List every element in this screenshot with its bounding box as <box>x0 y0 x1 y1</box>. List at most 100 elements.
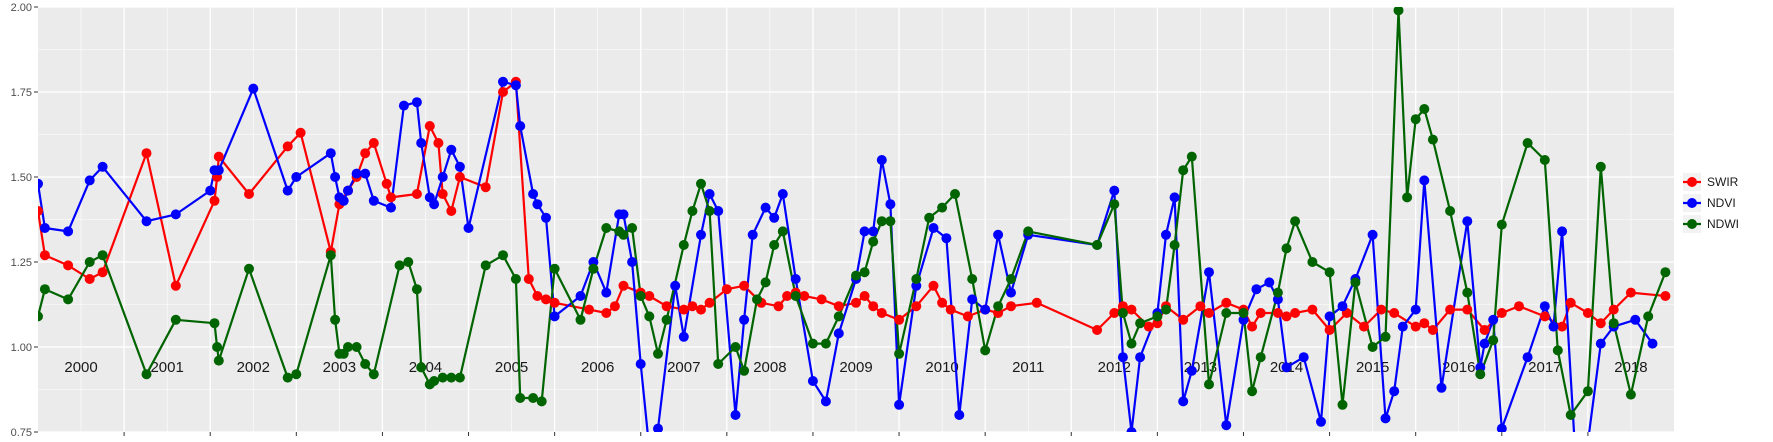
ndvi-point <box>1264 277 1275 288</box>
ndwi-point <box>1221 308 1232 318</box>
ndvi-point <box>1389 386 1400 397</box>
ndvi-point <box>141 216 152 227</box>
swir-point <box>1178 314 1189 325</box>
ndvi-point <box>1006 287 1016 298</box>
ndwi-point <box>760 277 771 288</box>
ndvi-point <box>1647 338 1658 349</box>
ndvi-point <box>967 294 978 305</box>
ndvi-point <box>833 328 844 339</box>
ndwi-point <box>627 223 638 233</box>
swir-point <box>282 141 293 152</box>
ndvi-point <box>747 229 758 240</box>
swir-point <box>1290 308 1301 318</box>
ndwi-point <box>454 372 465 383</box>
ndvi-point <box>928 223 939 233</box>
ndwi-point <box>1565 410 1576 420</box>
year-label: 2002 <box>237 359 270 376</box>
swir-point <box>1281 311 1292 322</box>
ndvi-point <box>941 233 952 244</box>
ndvi-point <box>678 331 689 342</box>
swir-point <box>1143 321 1154 332</box>
ndvi-point <box>1367 229 1378 240</box>
ndwi-point <box>1169 240 1180 250</box>
ndvi-point <box>282 185 293 196</box>
swir-point <box>532 291 543 301</box>
ndvi-point <box>1281 362 1292 373</box>
ndvi-point <box>954 410 965 420</box>
swir-point <box>209 195 220 206</box>
ndvi-point <box>429 199 440 210</box>
swir-point <box>1427 325 1438 335</box>
ndwi-point <box>1204 379 1214 390</box>
ndvi-point <box>1135 352 1146 363</box>
ndwi-point <box>536 396 547 407</box>
swir-point <box>549 297 560 308</box>
swir-point <box>1204 308 1214 318</box>
ndwi-point <box>885 216 896 227</box>
ndwi-point <box>325 250 336 261</box>
ndvi-point <box>97 161 108 172</box>
ndvi-point <box>1419 175 1430 186</box>
year-label: 2008 <box>753 359 786 376</box>
swir-point <box>1389 308 1400 318</box>
ndwi-point <box>1272 287 1283 298</box>
ndvi-point <box>993 229 1004 240</box>
year-label: 2015 <box>1356 359 1389 376</box>
ndvi-point <box>1539 301 1550 312</box>
swir-point <box>644 291 655 301</box>
ndvi-point <box>1522 352 1533 363</box>
ndvi-point <box>1548 321 1559 332</box>
ndvi-point <box>498 76 508 87</box>
y-tick-label: 2.00 <box>11 2 32 14</box>
ndwi-point <box>549 263 560 274</box>
ndwi-point <box>1350 277 1361 288</box>
ndwi-point <box>575 314 586 325</box>
ndwi-point <box>429 376 440 386</box>
ndvi-legend-label: NDVI <box>1707 196 1736 210</box>
ndwi-point <box>63 294 74 305</box>
ndvi-point <box>1337 301 1348 312</box>
swir-point <box>38 206 43 216</box>
swir-point <box>424 121 435 131</box>
swir-point <box>609 301 620 312</box>
ndwi-point <box>937 202 948 213</box>
year-label: 2010 <box>925 359 958 376</box>
swir-point <box>446 206 457 216</box>
ndwi-point <box>394 260 405 271</box>
ndwi-point <box>351 342 362 352</box>
ndvi-point <box>713 206 724 216</box>
ndwi-point <box>661 314 672 325</box>
ndwi-point <box>777 226 788 237</box>
ndwi-point <box>1152 311 1163 322</box>
ndvi-point <box>454 161 465 172</box>
ndvi-point <box>38 178 43 189</box>
ndvi-point <box>1316 416 1326 427</box>
ndwi-point <box>687 206 698 216</box>
ndvi-point <box>463 223 474 233</box>
ndvi-point <box>1488 314 1499 325</box>
ndwi-point <box>820 338 831 349</box>
ndvi-point <box>1298 352 1309 363</box>
swir-point <box>1324 325 1335 335</box>
swir-point <box>1595 318 1606 329</box>
swir-point <box>962 311 973 322</box>
ndwi-point <box>1337 399 1348 410</box>
swir-point <box>1660 291 1671 301</box>
swir-point <box>244 189 254 199</box>
ndwi-point <box>993 301 1004 312</box>
ndwi-point <box>618 229 629 240</box>
year-label: 2016 <box>1442 359 1475 376</box>
swir-point <box>773 301 784 312</box>
swir-point <box>63 260 74 271</box>
swir-point <box>678 304 689 315</box>
ndvi-point <box>1630 314 1641 325</box>
swir-point <box>1247 321 1258 332</box>
y-tick-label: 1.50 <box>11 172 32 184</box>
ndvi-point <box>1109 185 1120 196</box>
ndwi-point <box>1660 267 1671 278</box>
ndvi-point <box>170 209 181 220</box>
swir-point <box>721 284 732 295</box>
swir-point <box>1539 311 1550 322</box>
ndvi-point <box>980 304 991 315</box>
